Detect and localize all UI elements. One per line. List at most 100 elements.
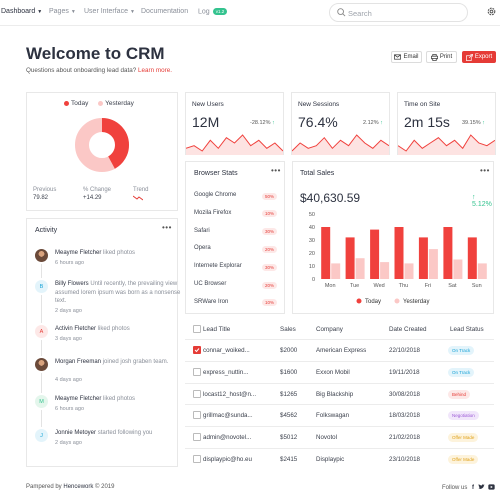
search-icon (337, 8, 346, 17)
activity-user-name[interactable]: Morgan Freeman (55, 359, 102, 365)
timeline-line (41, 340, 42, 356)
today-legend-dot (64, 100, 69, 106)
row-checkbox[interactable] (193, 411, 201, 420)
nav-item-dashboard[interactable]: Dashboard ▼ (1, 8, 42, 15)
table-row[interactable]: grillmac@sunda... $4562 Folkswagan 18/03/20… (185, 404, 494, 426)
avatar: B (35, 280, 48, 293)
email-label: Email (403, 54, 419, 60)
activity-time: 6 hours ago (55, 259, 85, 266)
previous-value: 79.82 (33, 195, 49, 201)
table-row[interactable]: displaypic@ho.eu $2415 Displaypic 23/10/201… (185, 448, 494, 470)
row-checkbox[interactable] (193, 433, 201, 442)
x-tick-label: Sun (472, 283, 482, 289)
status-badge: Offer Made (448, 433, 479, 443)
cell-date: 19/11/2018 (389, 368, 420, 376)
stat-value: 2m 15s (404, 114, 450, 130)
browser-pct-badge: 30% (262, 263, 278, 271)
browser-name: SRWare Iron (194, 298, 229, 305)
more-icon[interactable]: ••• (271, 166, 281, 175)
nav-item-log[interactable]: Log v1.2 (198, 8, 228, 15)
column-header[interactable]: Company (316, 326, 343, 333)
activity-user-name[interactable]: Meayme Fletcher (55, 250, 102, 256)
stat-change: -28.12% ↑ (250, 120, 275, 126)
chevron-down-icon: ▼ (70, 9, 76, 15)
row-checkbox[interactable] (193, 389, 201, 398)
cell-date: 22/10/2018 (389, 347, 420, 354)
nav-item-documentation[interactable]: Documentation (141, 8, 188, 15)
row-checkbox[interactable] (193, 455, 201, 463)
trend-down-icon (132, 195, 144, 201)
activity-title: Activity (35, 227, 58, 234)
gear-icon[interactable] (486, 6, 497, 17)
table-row[interactable]: connar_woiked... $2000 American Express 22/… (185, 339, 494, 361)
activity-user-name[interactable]: Activin Fletcher (55, 326, 97, 332)
table-row[interactable]: locast12_host@n... $1265 Big Blackship 30/0… (185, 382, 494, 405)
stat-value: 12M (192, 114, 220, 130)
nav-item-pages[interactable]: Pages ▼ (49, 8, 76, 15)
yesterday-legend-dot (98, 100, 104, 106)
subtitle-text: Questions about onboarding lead data? (26, 67, 137, 74)
today-legend-dot (356, 298, 362, 304)
more-icon[interactable]: ••• (480, 166, 490, 175)
table-row[interactable]: admin@novotel... $5012 Novotol 21/02/2018 Of… (185, 426, 494, 448)
facebook-icon[interactable]: f (472, 485, 475, 491)
chevron-down-icon: ▼ (129, 9, 135, 15)
row-checkbox[interactable] (193, 346, 201, 354)
activity-text: Morgan Freeman joined josh graben team. (55, 358, 185, 367)
row-checkbox[interactable] (193, 367, 201, 376)
activity-message: joined josh graben team. (101, 359, 169, 365)
email-button[interactable]: Email (391, 51, 422, 63)
donut-today-slice (75, 118, 129, 172)
column-header[interactable]: Lead Title (203, 326, 231, 333)
change-value: +14.29 (83, 195, 102, 201)
activity-user-name[interactable]: Meayme Fletcher (55, 396, 102, 402)
learn-more-link[interactable]: Learn more. (138, 67, 172, 74)
cell-title: connar_woiked... (203, 347, 250, 354)
table-row[interactable]: express_nuttin... $1600 Exxon Mobil 19/11/2… (185, 360, 494, 383)
footer-brand-link[interactable]: Hencework (63, 484, 94, 490)
bar-yesterday-mon (331, 263, 341, 279)
cell-company: American Express (316, 347, 367, 354)
cell-date: 23/10/2018 (389, 456, 420, 463)
nav-item-label: Pages (49, 8, 69, 15)
nav-item-label: User Interface (84, 8, 128, 15)
youtube-icon[interactable] (488, 484, 496, 490)
y-tick-label: 0 (312, 277, 315, 283)
version-badge: v1.2 (212, 8, 228, 15)
check-icon (194, 348, 200, 353)
twitter-icon[interactable] (478, 484, 485, 490)
stat-change: 39.15% ↑ (462, 120, 485, 126)
x-tick-label: Thu (399, 283, 408, 289)
stat-change-value: 2.12% (363, 120, 379, 126)
status-badge: Behind (448, 389, 471, 399)
column-header[interactable]: Lead Status (450, 326, 484, 333)
stat-title: New Sessions (298, 101, 340, 108)
activity-user-name[interactable]: Jonnie Metoyer (55, 430, 97, 436)
activity-card: Activity ••• Meayme Fletcher liked photo… (26, 218, 180, 467)
activity-text: Meayme Fletcher liked photos (55, 249, 185, 258)
nav-item-user-interface[interactable]: User Interface ▼ (84, 8, 135, 15)
cell-title: express_nuttin... (203, 368, 249, 376)
cell-sales: $2000 (280, 347, 298, 354)
today-legend-label: Today (71, 100, 89, 107)
browser-name: Opera (194, 245, 211, 252)
more-icon[interactable]: ••• (162, 223, 172, 232)
browser-name: Internete Explorar (194, 263, 242, 270)
nav-item-label: Documentation (141, 8, 189, 15)
print-button[interactable]: Print (426, 51, 457, 63)
previous-stat: Previous 79.82 (33, 187, 56, 201)
search-input[interactable] (348, 7, 458, 19)
activity-user-name[interactable]: Billy Flowers (55, 281, 89, 287)
legend-today: Today (365, 299, 381, 305)
trend-label: Trend (133, 187, 149, 193)
sparkline (398, 134, 495, 155)
search-box[interactable] (329, 3, 468, 22)
sparkline-area (398, 135, 495, 155)
export-button[interactable]: Export (462, 51, 496, 63)
browser-stats-title: Browser Stats (194, 170, 238, 177)
column-header[interactable]: Sales (280, 326, 296, 333)
select-all-checkbox[interactable] (193, 325, 201, 333)
browser-pct-badge: 30% (262, 228, 278, 236)
cell-company: Big Blackship (316, 390, 354, 398)
column-header[interactable]: Date Created (389, 326, 427, 333)
